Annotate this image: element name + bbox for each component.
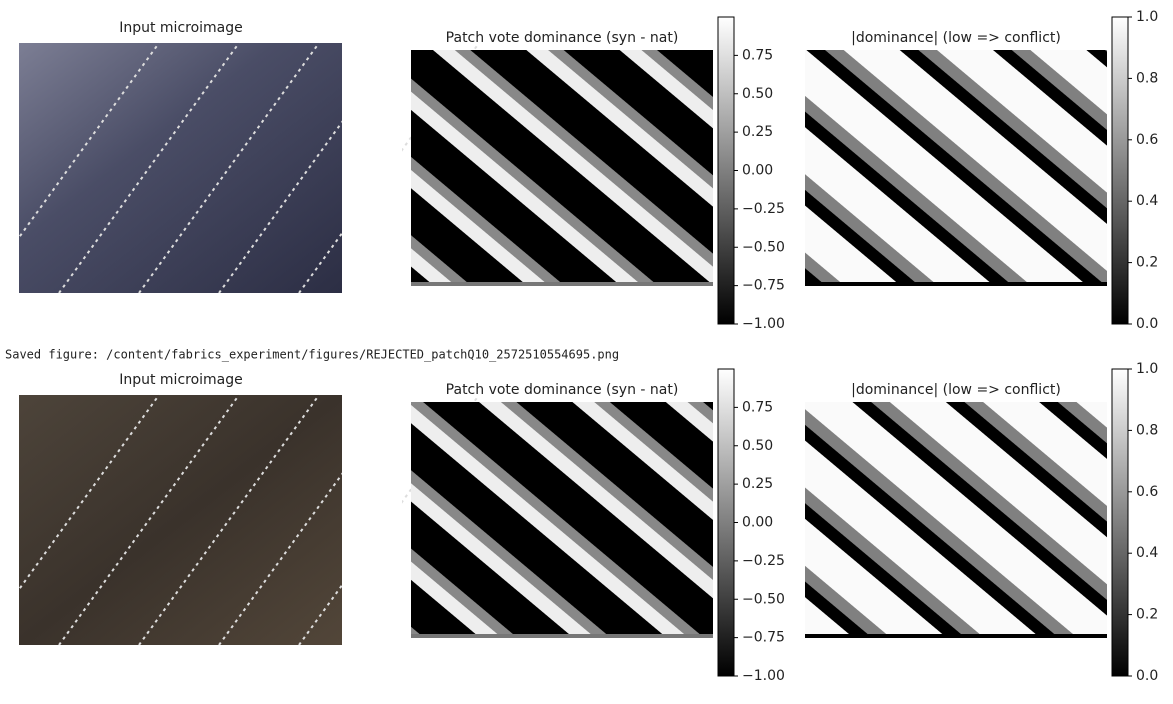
colorbar-tick-label: 0.50	[742, 86, 773, 102]
colorbar-tick-label: −0.50	[742, 591, 785, 607]
input-title: Input microimage	[119, 372, 243, 388]
colorbar-tick-label: −0.75	[742, 278, 785, 294]
input-title: Input microimage	[119, 20, 243, 36]
colorbar-tick-label: 0.0	[1136, 668, 1158, 684]
panel-title: |dominance| (low => conflict)	[851, 382, 1061, 398]
colorbar-tick-label: 0.6	[1136, 484, 1158, 500]
colorbar	[1111, 368, 1129, 677]
panel-title: Patch vote dominance (syn - nat)	[446, 382, 679, 398]
colorbar-tick-label: 0.6	[1136, 132, 1158, 148]
heatmap-baseline	[805, 634, 1107, 638]
heatmap	[411, 50, 713, 285]
colorbar-tick-label: 0.4	[1136, 193, 1158, 209]
colorbar-tick-label: 0.25	[742, 124, 773, 140]
colorbar-tick-label: 0.50	[742, 438, 773, 454]
colorbar-tick-label: 0.25	[742, 476, 773, 492]
colorbar-tick-label: 0.00	[742, 163, 773, 179]
colorbar-tick-label: 1.0	[1136, 361, 1158, 377]
colorbar-tick-label: −1.00	[742, 668, 785, 684]
panel-title: Patch vote dominance (syn - nat)	[446, 30, 679, 46]
colorbar-tick-label: −1.00	[742, 316, 785, 332]
heatmap	[411, 402, 713, 637]
input-image	[19, 43, 342, 293]
colorbar-tick-label: 0.0	[1136, 316, 1158, 332]
colorbar-tick-label: −0.75	[742, 630, 785, 646]
colorbar-tick-label: −0.25	[742, 553, 785, 569]
heatmap	[805, 402, 1107, 637]
saved-message: Saved figure: /content/fabrics_experimen…	[5, 348, 619, 362]
fabric-stripe	[218, 42, 400, 294]
fabric-stripe	[138, 394, 320, 646]
colorbar-tick-label: 0.75	[742, 399, 773, 415]
heatmap	[805, 50, 1107, 285]
colorbar-tick-label: −0.50	[742, 239, 785, 255]
colorbar-tick-label: 0.4	[1136, 545, 1158, 561]
image-mask	[0, 392, 19, 652]
colorbar-tick-label: 1.0	[1136, 9, 1158, 25]
colorbar-tick-label: 0.8	[1136, 422, 1158, 438]
colorbar-tick-label: 0.2	[1136, 607, 1158, 623]
colorbar	[1111, 16, 1129, 325]
colorbar	[717, 16, 735, 325]
heatmap-baseline	[805, 282, 1107, 286]
colorbar-tick-label: −0.25	[742, 201, 785, 217]
fabric-stripe	[138, 42, 320, 294]
colorbar-tick-label: 0.2	[1136, 255, 1158, 271]
image-mask	[342, 40, 402, 300]
colorbar-tick-label: 0.8	[1136, 70, 1158, 86]
input-image	[19, 395, 342, 645]
image-mask	[0, 40, 19, 300]
image-mask	[342, 392, 402, 652]
colorbar-tick-label: 0.75	[742, 47, 773, 63]
heatmap-baseline	[411, 282, 713, 286]
colorbar-tick-label: 0.00	[742, 515, 773, 531]
fabric-stripe	[58, 42, 240, 294]
heatmap-baseline	[411, 634, 713, 638]
colorbar	[717, 368, 735, 677]
fabric-stripe	[58, 394, 240, 646]
image-mask	[0, 293, 400, 343]
panel-title: |dominance| (low => conflict)	[851, 30, 1061, 46]
image-mask	[0, 645, 400, 695]
fabric-stripe	[218, 394, 400, 646]
